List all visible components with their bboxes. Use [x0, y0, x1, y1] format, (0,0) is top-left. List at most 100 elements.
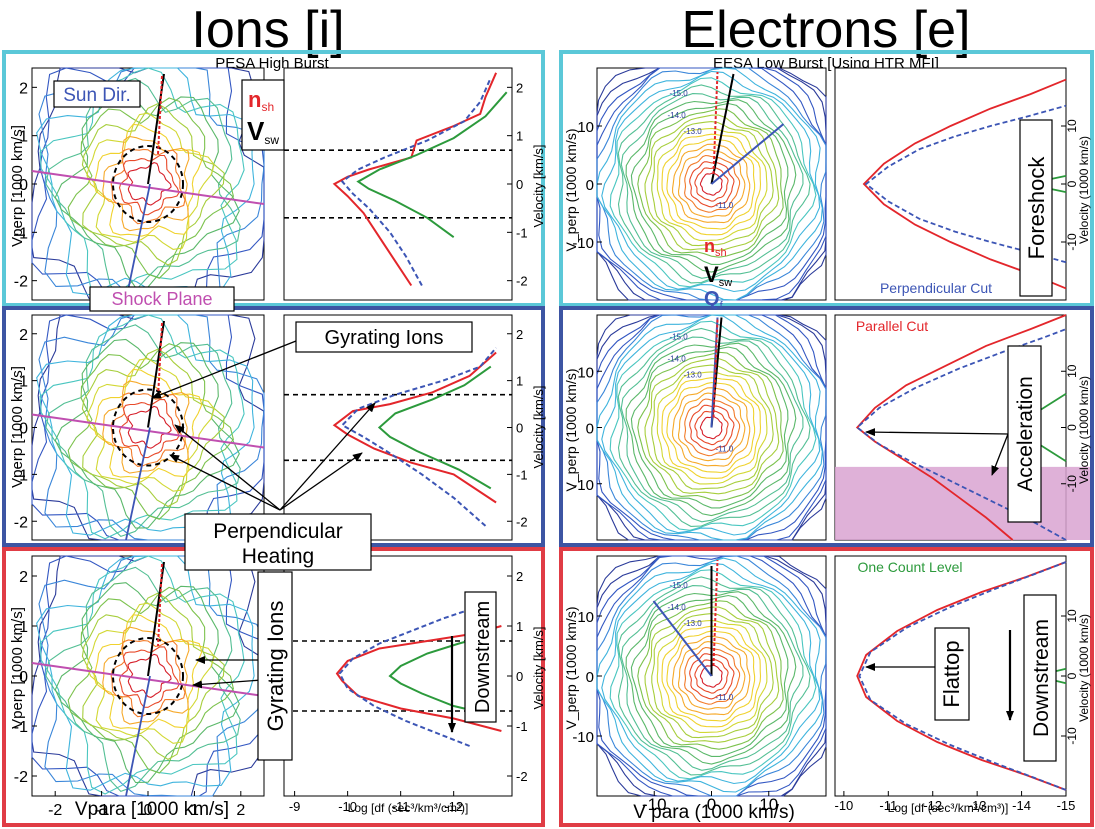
- svg-text:nsh: nsh: [704, 236, 727, 259]
- ions-cut-ylabel-bottom: Velocity [km/s]: [531, 626, 546, 709]
- gyrating-ions-label: Gyrating Ions: [325, 327, 444, 349]
- ions-acceleration-contour-level: [81, 348, 225, 508]
- ions-acceleration-contour-level: [67, 343, 235, 520]
- foreshock-label: Foreshock: [1024, 156, 1049, 260]
- electrons-acceleration-contour-label: -11.0: [716, 445, 734, 454]
- electrons-foreshock-contour-plot: -15.0 -14.0 -13.0 -11.0 10 0 -10: [572, 67, 827, 301]
- electrons-downstream-contour-label: -11.0: [716, 693, 734, 702]
- ions-acceleration-contour-level: [86, 357, 215, 492]
- ions-cut-xtick-label: -10: [338, 799, 357, 814]
- ions-foreshock-contour-level: [81, 103, 225, 266]
- ions-foreshock-ytick-label: 0: [19, 177, 28, 194]
- electrons-acceleration-contour-level: [609, 320, 817, 531]
- electrons-ylabel-top: V_perp (1000 km/s): [563, 129, 579, 252]
- gyrating-ions-vertical-annotation: Gyrating Ions: [192, 571, 293, 761]
- electrons-legend: nsh Vsw Qf: [704, 236, 732, 312]
- electrons-foreshock-cut-ytick-label: -10: [1065, 233, 1079, 251]
- electrons-downstream-contour-label: -14.0: [668, 603, 687, 612]
- parallel-cut-label: Parallel Cut: [856, 318, 928, 334]
- electrons-acceleration-contour-level: [625, 342, 797, 517]
- ions-acceleration-cut-series-0: [332, 351, 497, 504]
- electrons-acceleration-contour-level: [630, 346, 789, 509]
- ions-cut-xtick-label: -12: [444, 799, 463, 814]
- electrons-acceleration-contour-level: [620, 336, 804, 523]
- ions-downstream-sun-dir-line: [125, 675, 151, 797]
- electrons-downstream-contour-level: [689, 653, 735, 700]
- ions-acceleration-ytick-label: -1: [14, 467, 28, 484]
- ions-acceleration-cut-ytick-label: 1: [516, 374, 523, 389]
- ions-xtick-label: 0: [144, 802, 153, 819]
- electrons-downstream-contour-level: [677, 641, 746, 710]
- electrons-foreshock-contour-level: [644, 114, 780, 251]
- ions-xtick-label: 2: [236, 802, 245, 819]
- ions-foreshock-cut-ytick-label: 2: [516, 80, 523, 95]
- electrons-downstream-annotation: Downstream: [1023, 594, 1057, 762]
- ions-foreshock-contour-plot: 2 1 0 -1 -2: [14, 67, 265, 301]
- electrons-foreshock-qf-line: [710, 123, 785, 185]
- ions-ylabel-mid: Vperp [1000 km/s]: [9, 366, 26, 488]
- ions-downstream-contour-level: [81, 592, 225, 761]
- electrons-downstream-contour-level: [666, 630, 756, 722]
- shock-plane-annotation: Shock Plane: [89, 286, 235, 312]
- electrons-acceleration-contour-level: [651, 364, 774, 490]
- electrons-downstream-contour-level: [644, 606, 780, 743]
- ions-cut-ylabel-mid: Velocity [km/s]: [531, 385, 546, 468]
- electrons-acceleration-ytick-label: 0: [586, 421, 594, 438]
- electrons-foreshock-cut-ytick-label: 10: [1065, 119, 1079, 133]
- perpendicular-heating-label-line1: Perpendicular: [213, 520, 343, 543]
- ions-foreshock-cut-series-2: [356, 91, 508, 239]
- electrons-acceleration-contour-level: [677, 392, 746, 462]
- electrons-foreshock-cut-series-0: [862, 78, 1067, 290]
- electrons-foreshock-contour-level: [694, 167, 729, 202]
- ions-foreshock-gyro-circle: [112, 145, 184, 223]
- ions-downstream-contour-level: [93, 614, 203, 731]
- electrons-acceleration-cut-series-1: [855, 328, 1067, 541]
- electrons-acceleration-contour-level: [601, 314, 821, 536]
- electrons-xtick-label: 0: [707, 795, 716, 814]
- ions-acceleration-cut-ytick-label: 0: [516, 421, 523, 436]
- ions-acceleration-shock-plane-line: [31, 413, 265, 449]
- ions-ylabel-top: Vperp [1000 km/s]: [9, 125, 26, 247]
- ions-downstream-annotation: Downstream: [464, 591, 497, 723]
- electrons-downstream-contour-level: [625, 591, 797, 765]
- ions-acceleration-contour-level: [39, 314, 245, 540]
- electrons-cut-ylabel-mid: Velocity (1000 km/s): [1077, 376, 1091, 484]
- ions-foreshock-nsh-line: [157, 75, 163, 155]
- ions-header: Ions [i]: [191, 1, 344, 59]
- ions-acceleration-contour-plot: 2 1 0 -1 -2: [14, 314, 265, 541]
- ions-downstream-contour-level: [54, 582, 240, 784]
- ions-foreshock-ytick-label: -1: [14, 225, 28, 242]
- electrons-acceleration-frame: [559, 306, 1094, 547]
- ions-acceleration-cut-series-2: [377, 365, 492, 490]
- electrons-xlabel: V para (1000 km/s): [633, 802, 795, 823]
- ions-foreshock-cut-ytick-label: 0: [516, 177, 523, 192]
- electrons-foreshock-contour-label: -13.0: [684, 127, 703, 136]
- electrons-acceleration-contour-level: [644, 357, 780, 495]
- electrons-acceleration-ytick-label: 10: [577, 364, 594, 381]
- electrons-downstream-cut-ytick-label: 0: [1065, 672, 1079, 679]
- electrons-cut-ylabel-bottom: Velocity (1000 km/s): [1077, 614, 1091, 722]
- ions-downstream-cut-series-1: [338, 605, 481, 747]
- acceleration-annotation: Acceleration: [865, 345, 1042, 523]
- ions-acceleration-cut-ytick-label: -2: [516, 514, 528, 529]
- ions-downstream-cut-ytick-label: 0: [516, 669, 523, 684]
- electrons-acceleration-contour-level: [637, 351, 784, 502]
- electrons-foreshock-contour-level: [672, 143, 751, 224]
- gyrating-ions-annotation: Gyrating Ions: [151, 321, 473, 399]
- electrons-acceleration-cut-ytick-label: 10: [1065, 364, 1079, 378]
- one-count-level-label: One Count Level: [857, 559, 962, 575]
- ions-foreshock-contour-level: [54, 92, 240, 288]
- electrons-downstream-contour-level: [684, 646, 741, 705]
- electrons-acceleration-contour-level: [699, 415, 723, 440]
- ions-acceleration-contour-level: [93, 368, 203, 480]
- electrons-foreshock-contour-level: [625, 99, 797, 273]
- ions-acceleration-contour-level: [127, 405, 172, 449]
- electrons-foreshock-contour-level: [656, 127, 768, 241]
- electrons-acceleration-contour-level: [656, 371, 768, 485]
- electrons-downstream-contour-label: -15.0: [670, 581, 689, 590]
- electrons-acceleration-cut-ytick-label: 0: [1065, 424, 1079, 431]
- ions-downstream-ytick-label: 0: [19, 669, 28, 686]
- ions-acceleration-ytick-label: -2: [14, 514, 28, 531]
- ions-downstream-label: Downstream: [472, 601, 494, 713]
- ions-downstream-cut-series-0: [335, 625, 502, 732]
